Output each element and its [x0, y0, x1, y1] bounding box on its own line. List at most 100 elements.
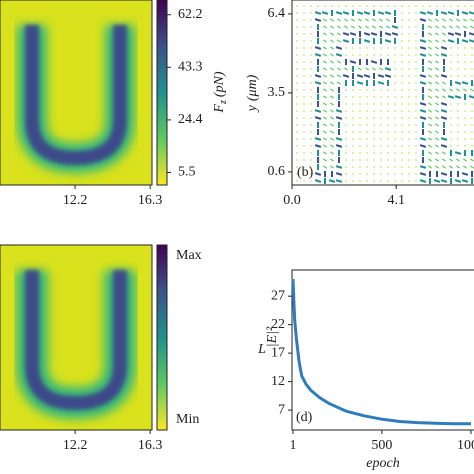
- arrow: [457, 117, 459, 119]
- arrow: [386, 18, 390, 22]
- arrow: [366, 180, 368, 182]
- arrow: [470, 25, 474, 29]
- arrow: [373, 54, 375, 56]
- arrow: [394, 138, 396, 140]
- colorbar-tick-label: 62.2: [178, 7, 203, 22]
- arrow: [345, 138, 347, 140]
- arrow: [433, 179, 441, 183]
- arrow: [428, 165, 432, 169]
- arrow: [310, 173, 312, 175]
- arrow: [380, 180, 382, 182]
- arrow: [461, 11, 469, 15]
- arrow: [363, 39, 371, 43]
- arrow: [435, 88, 439, 92]
- arrow: [314, 74, 322, 78]
- arrow: [345, 5, 347, 7]
- x-tick-label: 500: [371, 438, 392, 453]
- arrow: [463, 18, 467, 22]
- arrow: [352, 54, 354, 56]
- arrow: [352, 110, 354, 112]
- arrow: [415, 33, 417, 35]
- arrow: [408, 89, 410, 91]
- arrow: [461, 179, 469, 183]
- arrow: [303, 26, 305, 28]
- arrow: [471, 54, 473, 56]
- arrow: [449, 88, 453, 92]
- arrow: [335, 46, 343, 50]
- arrow: [351, 25, 355, 29]
- arrow: [310, 110, 312, 112]
- arrow: [435, 151, 439, 155]
- arrow: [415, 5, 417, 7]
- arrow: [349, 60, 357, 64]
- arrow: [435, 46, 439, 50]
- arrow: [440, 137, 448, 141]
- arrow: [435, 25, 439, 29]
- x-tick-label: 4.1: [387, 193, 405, 208]
- arrow: [330, 130, 334, 134]
- arrow: [366, 47, 368, 49]
- arrow: [394, 96, 396, 98]
- arrow: [415, 82, 417, 84]
- arrow: [317, 5, 319, 7]
- frame: [0, 0, 153, 186]
- arrow: [373, 103, 375, 105]
- arrow: [345, 103, 347, 105]
- arrow: [303, 19, 305, 21]
- arrow: [310, 124, 312, 126]
- arrow: [468, 95, 474, 99]
- x-axis-label: epoch: [366, 456, 399, 471]
- arrow: [344, 18, 348, 22]
- arrow: [373, 47, 375, 49]
- arrow: [471, 47, 473, 49]
- arrow: [373, 138, 375, 140]
- arrow: [303, 89, 305, 91]
- arrow: [464, 131, 466, 133]
- arrow: [310, 166, 312, 168]
- arrow: [394, 124, 396, 126]
- arrow: [366, 152, 368, 154]
- arrow: [303, 40, 305, 42]
- arrow: [470, 88, 474, 92]
- arrow: [419, 144, 427, 148]
- arrow: [352, 159, 354, 161]
- arrow: [394, 159, 396, 161]
- arrow: [435, 137, 439, 141]
- arrow: [310, 82, 312, 84]
- arrow: [366, 131, 368, 133]
- arrow: [457, 5, 459, 7]
- arrow: [335, 144, 343, 148]
- arrow: [384, 74, 392, 78]
- arrow: [408, 26, 410, 28]
- arrow: [435, 18, 439, 22]
- y-tick-label: 0.6: [268, 164, 286, 179]
- arrow: [450, 138, 452, 140]
- arrow: [440, 46, 448, 50]
- arrow: [330, 109, 334, 113]
- arrow: [310, 145, 312, 147]
- arrow: [401, 131, 403, 133]
- arrow: [296, 124, 298, 126]
- arrow: [457, 131, 459, 133]
- arrow: [428, 158, 432, 162]
- arrow: [296, 5, 298, 7]
- arrow: [428, 144, 432, 148]
- arrow: [330, 137, 334, 141]
- arrow: [303, 173, 305, 175]
- arrow: [415, 26, 417, 28]
- arrow: [408, 159, 410, 161]
- arrow: [303, 166, 305, 168]
- arrow: [428, 95, 432, 99]
- arrow: [435, 130, 439, 134]
- arrow: [314, 137, 322, 141]
- colorbar-tick-label: 43.3: [178, 60, 203, 75]
- arrow: [426, 11, 434, 15]
- x-tick-label: 12.2: [63, 438, 88, 453]
- arrow: [428, 116, 432, 120]
- arrow: [373, 5, 375, 7]
- arrow: [373, 131, 375, 133]
- arrow: [330, 151, 334, 155]
- arrow: [442, 95, 446, 99]
- arrow: [380, 103, 382, 105]
- arrow: [335, 11, 343, 15]
